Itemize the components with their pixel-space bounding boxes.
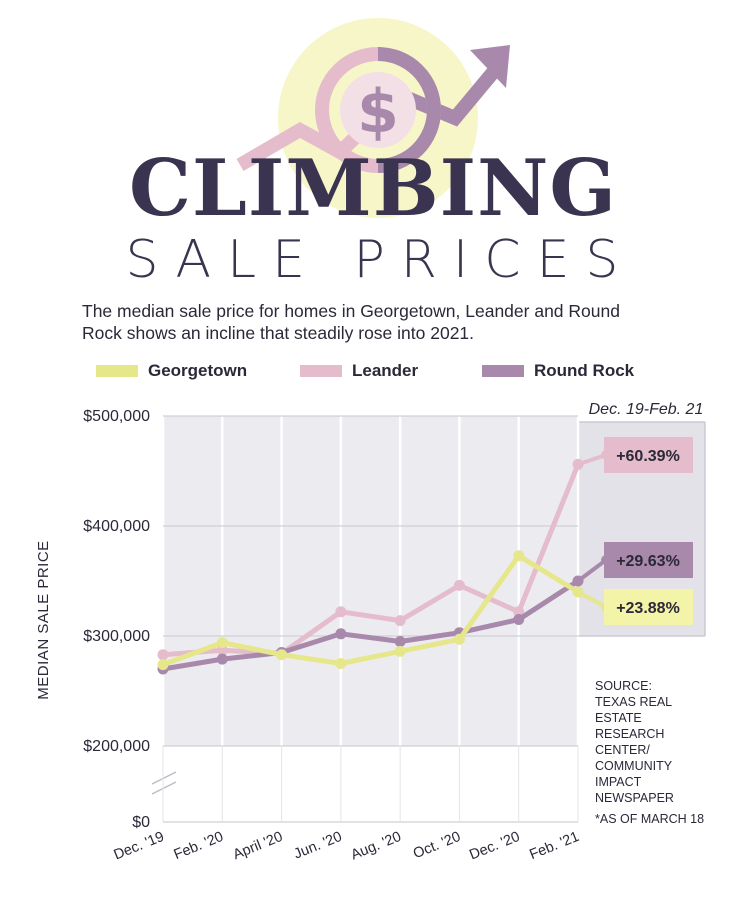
data-point <box>513 550 525 562</box>
y-tick-label: $0 <box>132 814 150 831</box>
axis-break-mark <box>151 771 177 785</box>
data-point <box>335 658 347 669</box>
change-badge <box>604 437 693 473</box>
coin-outer-ring-dark <box>377 47 441 173</box>
y-tick-label: $500,000 <box>83 408 150 425</box>
axis-break-mark <box>151 781 177 795</box>
legend-item-round-rock: Round Rock <box>482 360 634 382</box>
dollar-sign: $ <box>357 77 399 147</box>
data-point <box>335 628 347 640</box>
dollar-arrow-icon: $ <box>236 18 510 218</box>
highlight-range-label: Dec. 19-Feb. 21 <box>589 401 704 418</box>
legend-label: Round Rock <box>534 361 635 380</box>
coin-inner <box>340 72 416 148</box>
x-tick-label: Feb. '21 <box>527 829 581 863</box>
change-badge <box>604 589 693 625</box>
description: The median sale price for homes in Georg… <box>82 301 620 343</box>
source-line: IMPACT <box>595 775 642 789</box>
data-point <box>216 644 228 656</box>
source-note: SOURCE: TEXAS REAL ESTATE RESEARCH CENTE… <box>595 678 674 806</box>
y-axis-title: MEDIAN SALE PRICE <box>35 540 52 699</box>
arrow-head <box>470 45 510 88</box>
arrow-line-dark <box>397 65 501 127</box>
source-line: CENTER/ <box>595 743 650 757</box>
legend-item-georgetown: Georgetown <box>96 360 247 382</box>
y-tick-label: $200,000 <box>83 738 150 755</box>
data-point <box>276 649 288 661</box>
series-line-leander <box>160 461 581 658</box>
source-line: NEWSPAPER <box>595 791 674 805</box>
y-tick-label: $300,000 <box>83 628 150 645</box>
page-subtitle: SALE PRICES <box>125 230 635 290</box>
x-tick-label: Jun. '20 <box>292 829 345 863</box>
data-point <box>453 579 465 591</box>
source-line: COMMUNITY <box>595 759 673 773</box>
data-point <box>335 606 347 618</box>
x-tick-label: Oct. '20 <box>411 829 463 862</box>
change-label: +29.63% <box>616 553 680 570</box>
footnote: *AS OF MARCH 18 <box>595 812 705 826</box>
data-point <box>394 636 406 647</box>
page-title: CLIMBING <box>128 143 618 234</box>
x-tick-label: Dec. '19 <box>112 829 167 864</box>
series-line-georgetown <box>160 553 581 668</box>
data-point <box>157 649 169 661</box>
callout-connector <box>577 590 607 609</box>
legend-swatch <box>300 365 342 377</box>
x-tick-label: Feb. '20 <box>172 829 226 863</box>
y-tick-label: $400,000 <box>83 518 150 535</box>
plot-area <box>163 416 578 746</box>
legend-label: Georgetown <box>148 361 248 380</box>
legend-label: Leander <box>352 361 419 380</box>
data-point <box>453 633 465 645</box>
source-line: SOURCE: <box>595 679 652 693</box>
legend-swatch <box>96 365 138 377</box>
source-line: ESTATE <box>595 711 642 725</box>
x-tick-label: April '20 <box>231 829 285 863</box>
change-badge <box>604 542 693 578</box>
change-label: +23.88% <box>616 600 680 617</box>
legend-item-leander: Leander <box>300 360 418 382</box>
data-point <box>216 653 228 665</box>
data-point <box>157 659 169 671</box>
data-point <box>394 645 406 657</box>
data-point <box>513 606 525 618</box>
legend-swatch <box>482 365 524 377</box>
data-point <box>216 637 228 649</box>
data-point <box>394 615 406 627</box>
x-tick-label: Aug. '20 <box>349 829 404 864</box>
x-tick-label: Dec. '20 <box>467 829 522 864</box>
change-label: +60.39% <box>616 448 680 465</box>
data-point <box>513 614 525 625</box>
source-line: RESEARCH <box>595 727 665 741</box>
source-line: TEXAS REAL <box>595 695 673 709</box>
series-line-round-rock <box>160 578 581 672</box>
callout-connector <box>576 558 608 583</box>
